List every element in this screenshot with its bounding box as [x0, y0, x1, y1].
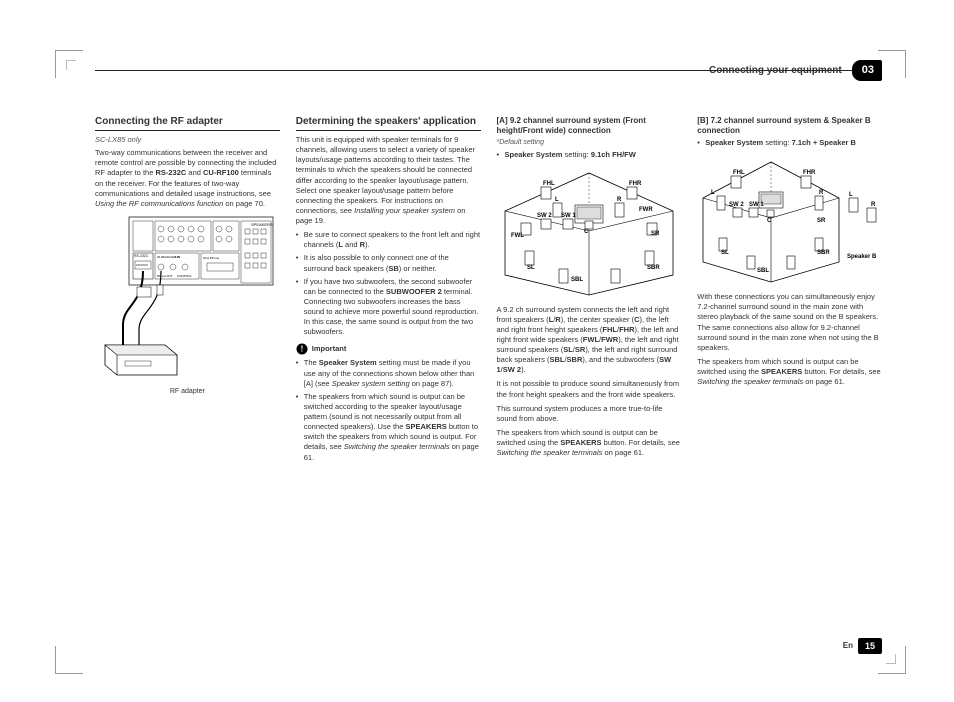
header-rule: Connecting your equipment 03: [95, 70, 882, 88]
svg-text:SW 2: SW 2: [537, 213, 552, 219]
svg-text:SW 2: SW 2: [729, 202, 744, 208]
column-2: Determining the speakers' application Th…: [296, 116, 481, 466]
svg-text:!: !: [300, 345, 303, 354]
default-note: *Default setting: [497, 138, 682, 147]
svg-text:FHL: FHL: [543, 181, 555, 187]
svg-text:L: L: [849, 192, 853, 198]
det-b3: If you have two subwoofers, the second s…: [296, 277, 481, 338]
det-b2: It is also possible to only connect one …: [296, 253, 481, 273]
important-heading: ! Important: [296, 343, 481, 355]
imp-b1: The Speaker System setting must be made …: [296, 358, 481, 388]
chapter-header: Connecting your equipment 03: [709, 60, 882, 81]
column-1: Connecting the RF adapter SC-LX85 only T…: [95, 116, 280, 466]
b-para2: The speakers from which sound is output …: [697, 357, 882, 387]
label-control: CONTROL: [177, 274, 192, 278]
a-para4: The speakers from which sound is output …: [497, 428, 682, 458]
det-para1: This unit is equipped with speaker termi…: [296, 135, 481, 226]
a-para2: It is not possible to produce sound simu…: [497, 379, 682, 399]
page-content: Connecting your equipment 03 Connecting …: [95, 70, 882, 654]
svg-text:C: C: [767, 218, 772, 224]
footer-page-number: 15: [858, 638, 882, 654]
determining-heading: Determining the speakers' application: [296, 116, 481, 131]
room-diagram-b: FHL FHR L R SW 2 SW 1 C SR SL SBR SBL L …: [697, 154, 882, 284]
a-para1: A 9.2 ch surround system connects the le…: [497, 305, 682, 376]
rf-adapter-heading: Connecting the RF adapter: [95, 116, 280, 131]
label-rs232c: RS-232C: [134, 254, 149, 258]
svg-text:L: L: [711, 190, 715, 196]
svg-text:SBR: SBR: [817, 250, 830, 256]
svg-text:SBR: SBR: [647, 265, 660, 271]
label-rfext: RF ext ANT: [157, 274, 173, 278]
config-a-setting: Speaker System setting: 9.1ch FH/FW: [497, 150, 682, 160]
config-b-heading: [B] 7.2 channel surround system & Speake…: [697, 116, 882, 136]
svg-text:C: C: [584, 229, 589, 235]
important-bullets: The Speaker System setting must be made …: [296, 358, 481, 462]
room-diagram-a: FHL FHR L R FWR FWL SW 2 SW 1 C SR SL SB…: [497, 167, 682, 297]
svg-text:FHL: FHL: [733, 170, 745, 176]
svg-text:SBL: SBL: [571, 277, 583, 283]
det-bullets: Be sure to connect speakers to the front…: [296, 230, 481, 337]
svg-text:FWL: FWL: [511, 233, 524, 239]
content-columns: Connecting the RF adapter SC-LX85 only T…: [95, 116, 882, 466]
svg-text:FHR: FHR: [629, 181, 642, 187]
b-para1: With these connections you can simultane…: [697, 292, 882, 353]
svg-text:SL: SL: [527, 265, 535, 271]
svg-text:SBL: SBL: [757, 268, 769, 274]
svg-text:R: R: [871, 202, 876, 208]
footer-lang: En: [843, 641, 853, 652]
label-iphone: iPod iPhone: [203, 256, 220, 260]
svg-text:R: R: [819, 190, 824, 196]
config-a-heading: [A] 9.2 channel surround system (Front h…: [497, 116, 682, 136]
important-icon: !: [296, 343, 308, 355]
svg-text:SR: SR: [817, 218, 826, 224]
config-b-setting: Speaker System setting: 7.1ch + Speaker …: [697, 138, 882, 148]
column-3: [A] 9.2 channel surround system (Front h…: [497, 116, 682, 466]
rf-caption: RF adapter: [95, 387, 280, 396]
det-b1: Be sure to connect speakers to the front…: [296, 230, 481, 250]
column-4: [B] 7.2 channel surround system & Speake…: [697, 116, 882, 466]
chapter-title: Connecting your equipment: [709, 64, 846, 78]
svg-text:Speaker B: Speaker B: [847, 254, 877, 260]
svg-text:SR: SR: [651, 231, 660, 237]
label-speakers: SPEAKERS: [251, 222, 273, 227]
rf-diagram: SPEAKERS RS-232C IR RECEIVER IN 12V RF e…: [95, 215, 280, 396]
svg-text:FHR: FHR: [803, 170, 816, 176]
chapter-number-badge: 03: [852, 60, 882, 81]
svg-text:R: R: [617, 197, 622, 203]
imp-b2: The speakers from which sound is output …: [296, 392, 481, 463]
svg-text:FWR: FWR: [639, 207, 653, 213]
label-trig: 12V: [175, 255, 180, 259]
a-para3: This surround system produces a more tru…: [497, 404, 682, 424]
svg-text:SL: SL: [721, 250, 729, 256]
svg-text:SW 1: SW 1: [561, 213, 576, 219]
svg-text:L: L: [555, 197, 559, 203]
page-footer: En 15: [843, 638, 882, 654]
model-note: SC-LX85 only: [95, 135, 280, 145]
rf-para: Two-way communications between the recei…: [95, 148, 280, 209]
svg-text:SW 1: SW 1: [749, 202, 764, 208]
